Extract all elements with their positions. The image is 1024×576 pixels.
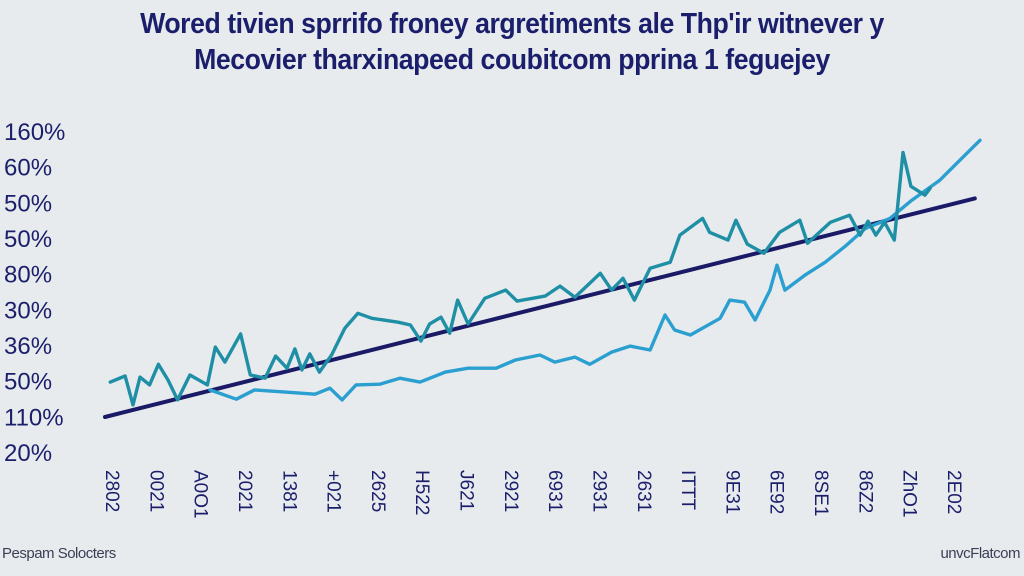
x-tick-label: 6E92 — [766, 470, 787, 514]
x-tick-label: 6931 — [544, 470, 565, 512]
y-tick-label: 110% — [4, 404, 64, 431]
y-tick-label: 80% — [4, 262, 52, 289]
x-tick-label: 2921 — [500, 470, 521, 512]
x-tick-label: 8SE1 — [810, 470, 831, 516]
x-tick-label: 1381 — [278, 470, 299, 512]
x-tick-label: H522 — [411, 470, 432, 515]
y-tick-label: 50% — [4, 226, 52, 253]
series-teal — [108, 150, 932, 407]
series-blue — [208, 138, 982, 402]
x-tick-label: 2E02 — [943, 470, 964, 514]
x-tick-label: ITTT — [677, 470, 698, 510]
footer-source-right: unvcFlatcom — [940, 545, 1020, 562]
x-tick-label: 2931 — [588, 470, 609, 512]
y-tick-label: 160% — [4, 119, 65, 146]
x-tick-label: 2021 — [234, 470, 255, 512]
chart-title: Wored tivien sprrifo froney argretiments… — [140, 8, 884, 40]
y-tick-label: 20% — [4, 440, 52, 467]
x-tick-label: ZhO1 — [899, 470, 920, 518]
x-tick-label: 2631 — [633, 470, 654, 512]
y-axis: 20% 110% 50% 36% 30% 80% 50% 50% 60% 160% — [4, 119, 65, 467]
x-tick-label: 2625 — [367, 470, 388, 512]
x-axis: 2802 0021 A0O1 2021 1381 +021 2625 H522 J621 2921… — [101, 470, 964, 519]
x-tick-label: 86Z2 — [854, 470, 875, 513]
footer-source-left: Pespam Solocters — [2, 545, 116, 562]
trend-line — [103, 196, 977, 419]
y-tick-label: 60% — [4, 155, 52, 182]
chart-subtitle: Mecovier tharxinapeed coubitcom pprina 1… — [194, 44, 830, 76]
plot-lines — [103, 138, 982, 419]
x-tick-label: 0021 — [145, 470, 166, 512]
y-tick-label: 30% — [4, 297, 52, 324]
y-tick-label: 36% — [4, 333, 52, 360]
x-tick-label: J621 — [456, 470, 477, 511]
y-tick-label: 50% — [4, 369, 52, 396]
x-tick-label: 9E31 — [721, 470, 742, 514]
y-tick-label: 50% — [4, 190, 52, 217]
x-tick-label: A0O1 — [190, 470, 211, 519]
x-tick-label: +021 — [323, 470, 344, 513]
x-tick-label: 2802 — [101, 470, 122, 512]
